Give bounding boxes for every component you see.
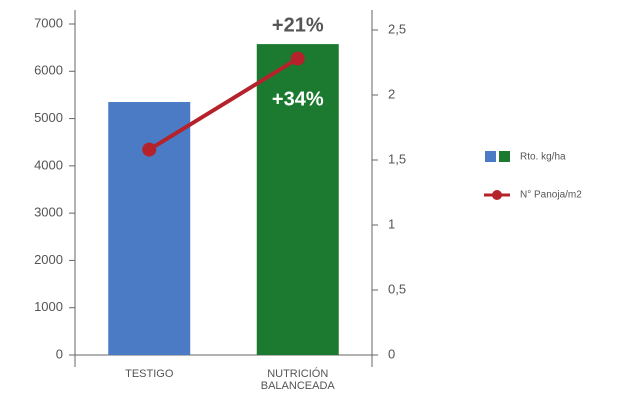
x-tick-label: TESTIGO — [125, 368, 174, 380]
y-tick-label: 6000 — [34, 63, 63, 78]
bar — [256, 44, 339, 355]
y2-tick-label: 0 — [388, 346, 395, 361]
legend-swatch — [485, 151, 496, 162]
line-point — [142, 142, 157, 157]
x-tick-label: NUTRICIÓN BALANCEADA — [260, 368, 335, 392]
line-point — [290, 51, 305, 66]
y2-tick-label: 1,5 — [388, 151, 406, 166]
bar — [108, 102, 191, 356]
y-tick-label: 7000 — [34, 15, 63, 30]
y-tick-label: 5000 — [34, 110, 63, 125]
legend-swatch — [499, 151, 510, 162]
y2-tick-label: 2 — [388, 86, 395, 101]
line — [148, 56, 299, 152]
y2-tick-label: 2,5 — [388, 21, 406, 36]
annotation: +21% — [272, 14, 324, 36]
y-tick-label: 1000 — [34, 299, 63, 314]
y2-tick-label: 0,5 — [388, 281, 406, 296]
legend-marker — [492, 190, 502, 200]
y2-tick-label: 1 — [388, 216, 395, 231]
y-tick-label: 2000 — [34, 252, 63, 267]
legend-label: Rto. kg/ha — [520, 152, 566, 163]
legend-label: N° Panoja/m2 — [520, 190, 582, 201]
y-tick-label: 3000 — [34, 205, 63, 220]
annotation: +34% — [272, 88, 324, 110]
y-tick-label: 0 — [56, 346, 63, 361]
y-tick-label: 4000 — [34, 157, 63, 172]
